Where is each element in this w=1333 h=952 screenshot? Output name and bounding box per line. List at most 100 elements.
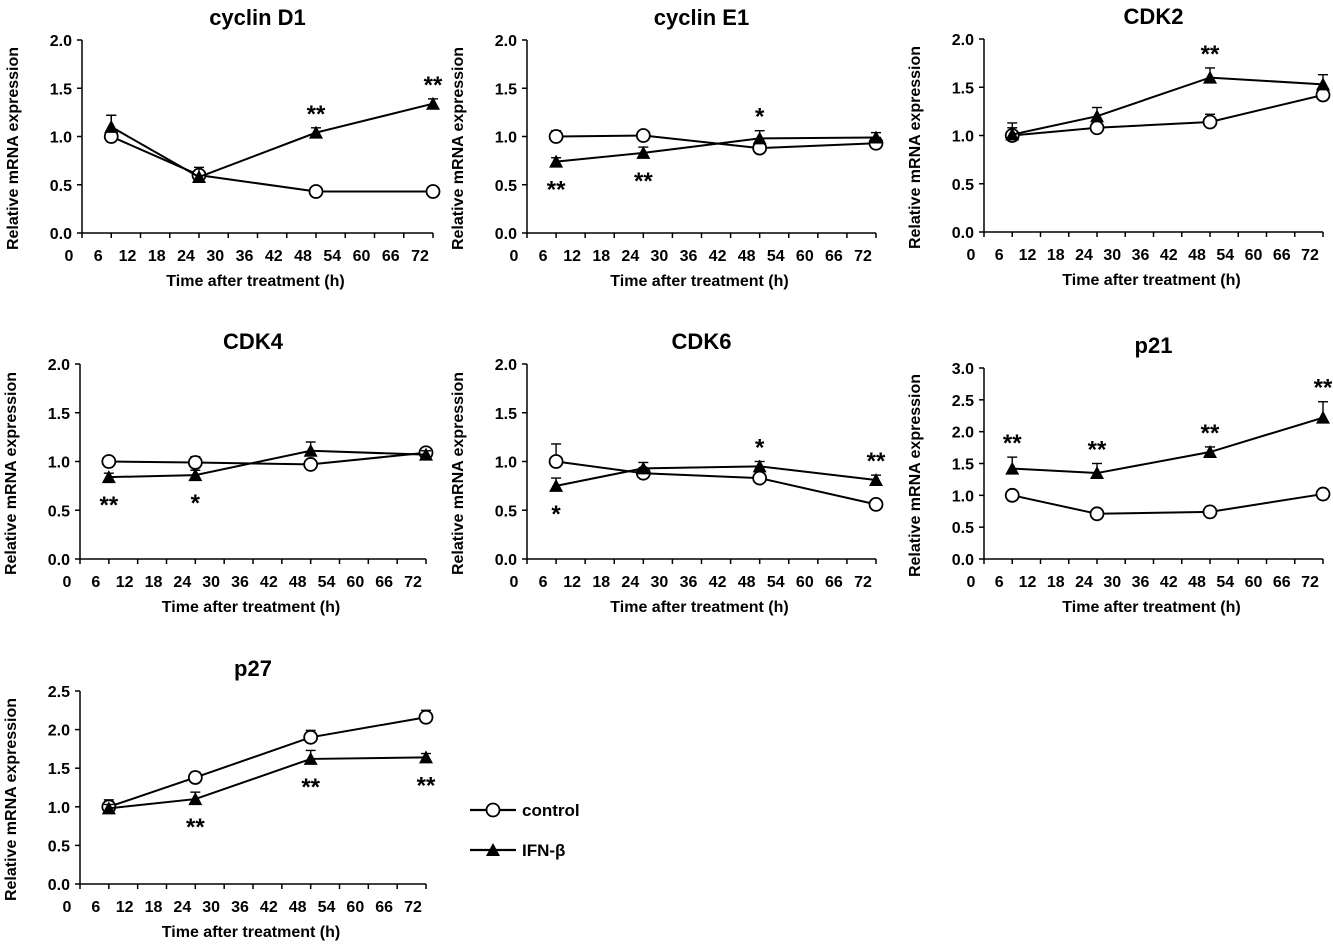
chart-title: p27 bbox=[234, 656, 272, 681]
x-tick-label: 54 bbox=[318, 574, 336, 591]
y-tick-label: 0.5 bbox=[952, 520, 974, 537]
data-point-ifn-beta bbox=[104, 119, 119, 133]
y-tick-label: 0.5 bbox=[48, 503, 70, 520]
series-control bbox=[101, 709, 434, 815]
series-line bbox=[1012, 93, 1324, 137]
x-tick-label: 36 bbox=[1132, 247, 1150, 264]
significance-marker: ** bbox=[547, 177, 566, 204]
y-tick-label: 1.0 bbox=[48, 800, 70, 817]
data-point-control bbox=[1004, 487, 1020, 503]
y-tick-label: 0.0 bbox=[495, 552, 517, 569]
legend: control IFN-β bbox=[470, 801, 580, 860]
x-tick-label: 66 bbox=[1273, 247, 1291, 264]
x-tick-label: 12 bbox=[563, 574, 581, 591]
chart-title: CDK6 bbox=[672, 329, 732, 354]
significance-marker: ** bbox=[1314, 375, 1333, 402]
data-point-control bbox=[548, 129, 564, 144]
legend-marker-control bbox=[485, 802, 501, 818]
significance-marker: * bbox=[755, 435, 765, 462]
x-axis-label: Time after treatment (h) bbox=[610, 273, 788, 290]
data-point-control bbox=[1202, 504, 1218, 520]
y-axis-label: Relative mRNA expression bbox=[907, 374, 924, 577]
series-control bbox=[1004, 486, 1331, 522]
x-tick-label: 6 bbox=[539, 574, 548, 591]
significance-marker: * bbox=[755, 104, 765, 131]
chart-title: CDK4 bbox=[223, 329, 284, 354]
y-tick-label: 2.0 bbox=[952, 32, 974, 49]
data-point-ifn-beta bbox=[303, 751, 318, 765]
legend-entry-ifn-beta: IFN-β bbox=[470, 841, 565, 860]
x-tick-label: 0 bbox=[65, 248, 74, 265]
x-tick-label: 48 bbox=[1188, 247, 1206, 264]
significance-marker: ** bbox=[1088, 437, 1107, 464]
x-tick-label: 30 bbox=[1103, 574, 1121, 591]
data-point-ifn-beta bbox=[1316, 410, 1330, 424]
x-tick-label: 42 bbox=[709, 574, 727, 591]
significance-marker: ** bbox=[417, 772, 436, 799]
y-tick-label: 3.0 bbox=[952, 361, 974, 378]
y-tick-label: 1.5 bbox=[952, 80, 974, 97]
significance-marker: ** bbox=[1201, 41, 1220, 68]
y-tick-label: 1.0 bbox=[952, 129, 974, 146]
data-point-control bbox=[303, 457, 319, 472]
data-point-ifn-beta bbox=[1316, 77, 1330, 91]
significance-marker: ** bbox=[186, 814, 205, 841]
series-control bbox=[101, 445, 434, 472]
data-point-ifn-beta bbox=[1203, 445, 1217, 459]
series-line bbox=[110, 135, 433, 193]
y-tick-label: 0.0 bbox=[952, 552, 974, 569]
x-tick-label: 36 bbox=[236, 248, 254, 265]
x-tick-label: 54 bbox=[323, 248, 341, 265]
x-tick-label: 36 bbox=[680, 248, 698, 265]
data-point-control bbox=[548, 454, 564, 469]
x-tick-label: 60 bbox=[1245, 247, 1263, 264]
x-tick-label: 48 bbox=[294, 248, 312, 265]
x-tick-label: 48 bbox=[1188, 574, 1206, 591]
x-axis-label: Time after treatment (h) bbox=[162, 924, 340, 941]
y-tick-label: 1.5 bbox=[952, 457, 974, 474]
data-point-ifn-beta bbox=[1090, 466, 1104, 480]
x-tick-label: 30 bbox=[1103, 247, 1121, 264]
data-point-ifn-beta bbox=[869, 473, 883, 487]
y-tick-label: 2.0 bbox=[495, 33, 517, 50]
x-tick-label: 60 bbox=[346, 574, 364, 591]
x-tick-label: 54 bbox=[1216, 247, 1234, 264]
x-tick-label: 18 bbox=[1047, 247, 1065, 264]
x-tick-label: 42 bbox=[260, 899, 278, 916]
y-tick-label: 0.5 bbox=[495, 178, 517, 195]
x-tick-label: 60 bbox=[346, 899, 364, 916]
data-point-ifn-beta bbox=[549, 478, 564, 492]
x-tick-label: 30 bbox=[202, 574, 220, 591]
x-tick-label: 12 bbox=[563, 248, 581, 265]
significance-marker: * bbox=[551, 501, 561, 528]
x-tick-label: 36 bbox=[680, 574, 698, 591]
data-point-ifn-beta bbox=[101, 801, 116, 815]
series-ifn-beta bbox=[549, 459, 883, 492]
data-point-control bbox=[635, 128, 651, 143]
x-tick-label: 72 bbox=[411, 248, 429, 265]
x-tick-label: 54 bbox=[1216, 574, 1234, 591]
chart-p21: p21 0.0 0.5 1.0 1.5 2.0 2.5 3.0 0 6 12 18 24 30 36 42 48… bbox=[907, 333, 1333, 616]
x-tick-label: 48 bbox=[738, 574, 756, 591]
data-point-ifn-beta bbox=[188, 792, 203, 806]
x-tick-label: 6 bbox=[539, 248, 548, 265]
x-tick-label: 66 bbox=[1273, 574, 1291, 591]
data-point-control bbox=[303, 729, 319, 745]
x-tick-label: 30 bbox=[202, 899, 220, 916]
y-tick-label: 0.5 bbox=[952, 177, 974, 194]
y-tick-label: 1.0 bbox=[495, 130, 517, 147]
series-line bbox=[556, 134, 877, 150]
y-tick-label: 1.5 bbox=[48, 761, 70, 778]
y-tick-label: 0.0 bbox=[952, 225, 974, 242]
x-tick-label: 6 bbox=[995, 574, 1004, 591]
x-tick-label: 24 bbox=[1075, 247, 1093, 264]
data-point-control bbox=[101, 454, 117, 469]
x-tick-label: 30 bbox=[651, 248, 669, 265]
data-point-ifn-beta bbox=[303, 443, 318, 457]
x-tick-label: 48 bbox=[289, 574, 307, 591]
y-axis-label: Relative mRNA expression bbox=[3, 698, 20, 901]
chart-cyclin-e1: cyclin E1 0.0 0.5 1.0 1.5 2.0 0 6 12 18 24 30 36 42 48… bbox=[450, 5, 884, 290]
series-control bbox=[103, 114, 441, 199]
y-tick-label: 1.5 bbox=[50, 81, 72, 98]
chart-cdk2: CDK2 0.0 0.5 1.0 1.5 2.0 0 6 12 18 24 30 36 42 48 54 60 6… bbox=[907, 4, 1331, 289]
